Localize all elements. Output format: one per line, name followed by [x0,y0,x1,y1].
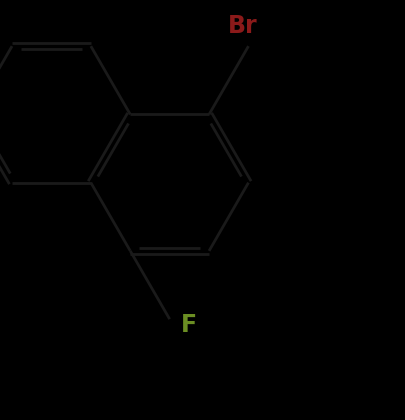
Text: F: F [181,312,197,336]
Text: Br: Br [228,14,258,38]
